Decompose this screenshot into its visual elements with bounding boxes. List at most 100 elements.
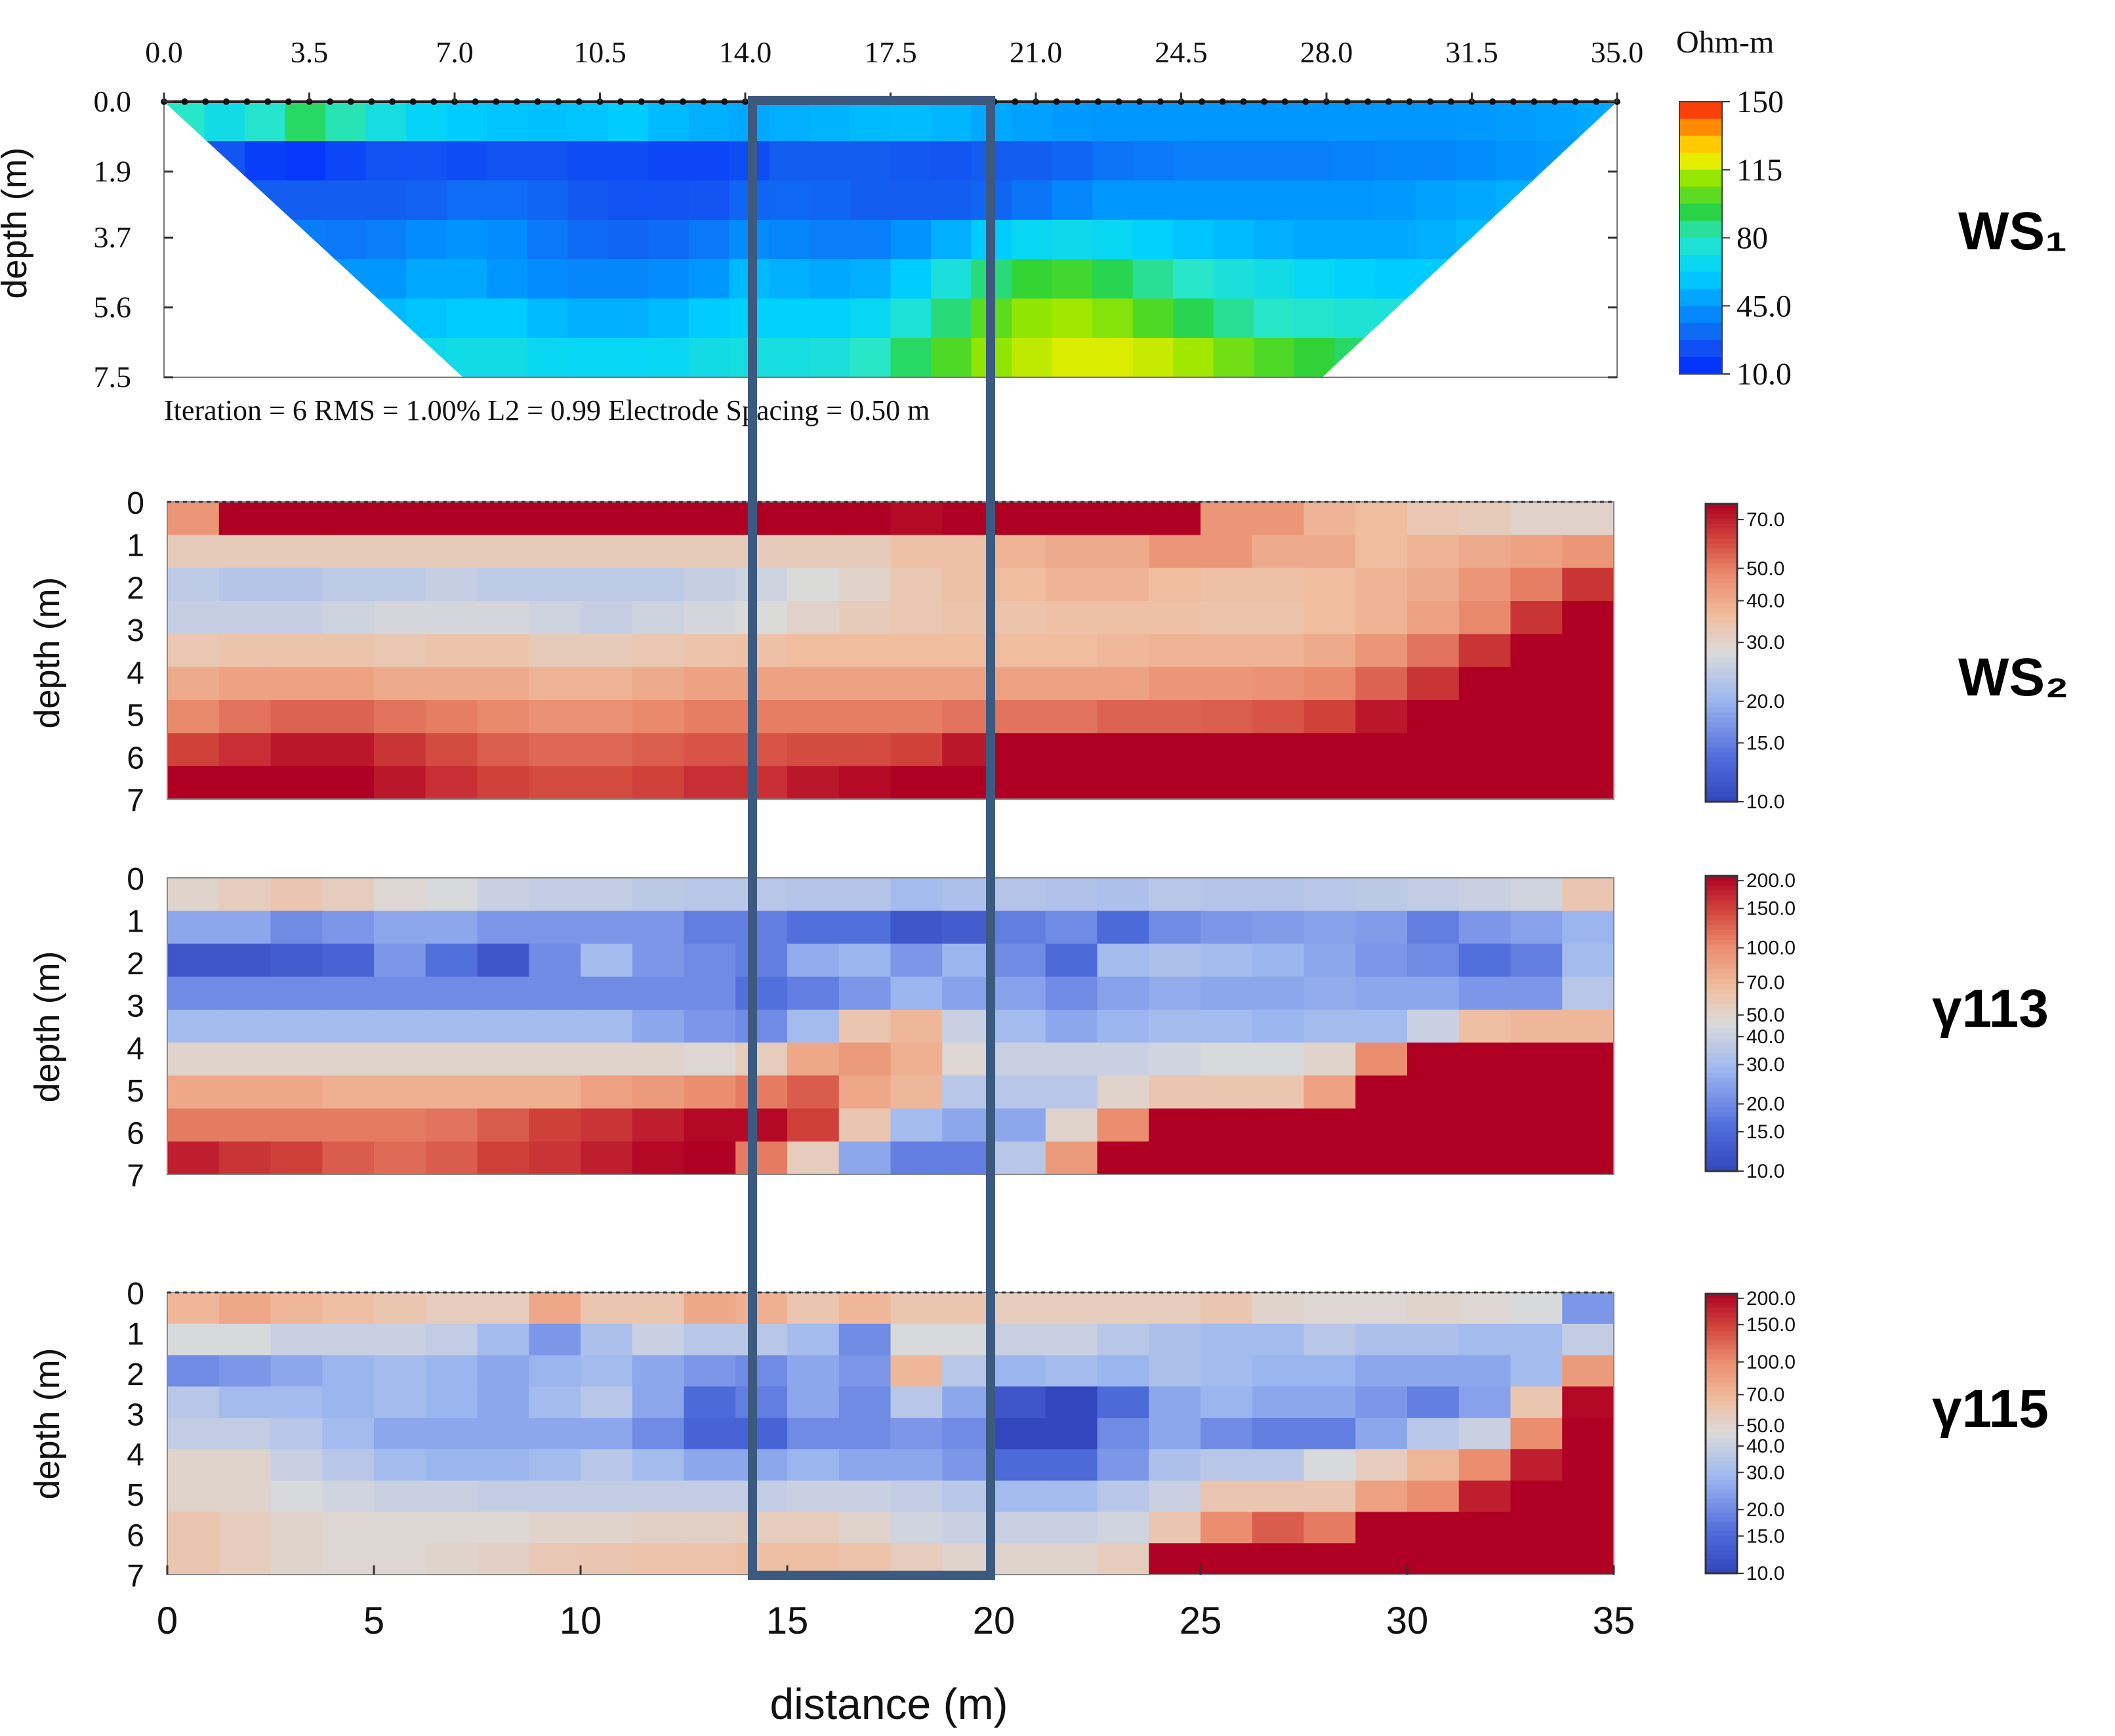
y115-cell bbox=[270, 1449, 323, 1481]
ws1-cell bbox=[487, 102, 528, 142]
ws1-cell bbox=[931, 102, 972, 142]
ws2-cell bbox=[1201, 601, 1253, 635]
ws2-cell bbox=[684, 667, 737, 701]
y115-cell bbox=[581, 1543, 633, 1575]
y115-cell bbox=[477, 1543, 530, 1575]
y115-cell bbox=[1252, 1355, 1305, 1388]
y113-cell bbox=[684, 1043, 737, 1077]
electrode-dot bbox=[1261, 98, 1268, 105]
y113-colorbar-tick-label: 100.0 bbox=[1746, 938, 1796, 959]
y115-colorbar-band bbox=[1706, 1550, 1737, 1556]
ws2-cell bbox=[1510, 634, 1563, 668]
ws1-cell bbox=[245, 141, 286, 181]
y113-cell bbox=[684, 1108, 737, 1142]
ws1-cell bbox=[1213, 338, 1255, 377]
ws1-cell bbox=[446, 102, 488, 142]
y113-cell bbox=[787, 1009, 840, 1044]
y113-cell bbox=[270, 976, 323, 1010]
y115-colorbar-band bbox=[1706, 1294, 1737, 1300]
ws2-cell bbox=[1097, 634, 1150, 668]
electrode-dot bbox=[1115, 98, 1122, 105]
ws1-cell bbox=[1012, 259, 1053, 299]
ws2-cell bbox=[684, 634, 737, 668]
ws1-cell bbox=[487, 299, 528, 339]
y113-cell bbox=[1458, 1043, 1511, 1077]
ws2-ylabel: depth (m) bbox=[28, 577, 67, 728]
y115-cell bbox=[218, 1543, 272, 1575]
ws2-cell bbox=[684, 733, 737, 767]
y113-cell bbox=[1149, 976, 1201, 1010]
ws2-cell bbox=[684, 766, 737, 800]
y115-colorbar-tick-label: 70.0 bbox=[1746, 1384, 1784, 1406]
y113-cell bbox=[374, 943, 426, 978]
ws2-cell bbox=[581, 634, 633, 668]
ws2-cell bbox=[581, 601, 633, 635]
y115-cell bbox=[218, 1418, 272, 1450]
ws2-cell bbox=[374, 733, 426, 767]
ws2-colorbar-band bbox=[1706, 697, 1737, 703]
y115-cell bbox=[942, 1386, 995, 1419]
y113-cell bbox=[1510, 976, 1563, 1010]
ws1-cell bbox=[1012, 102, 1053, 142]
electrode-dot bbox=[638, 98, 645, 105]
y115-cell bbox=[1201, 1292, 1253, 1325]
y115-colorbar-band bbox=[1706, 1494, 1737, 1500]
y115-cell bbox=[1149, 1480, 1201, 1513]
y113-cell bbox=[374, 1108, 426, 1142]
y115-cell bbox=[684, 1355, 737, 1388]
y113-cell bbox=[167, 943, 220, 978]
ws2-colorbar-band bbox=[1706, 677, 1737, 684]
ws1-depth-tick-label: 7.5 bbox=[94, 360, 132, 394]
y113-cell bbox=[1458, 1141, 1511, 1175]
y113-cell bbox=[1355, 878, 1408, 912]
y115-colorbar-tick-label: 40.0 bbox=[1746, 1436, 1784, 1457]
ws2-colorbar-band bbox=[1706, 583, 1737, 589]
y113-cell bbox=[322, 943, 375, 978]
ws2-cell bbox=[322, 502, 375, 536]
ws2-cell bbox=[1510, 733, 1563, 767]
y115-colorbar-band bbox=[1706, 1368, 1737, 1374]
ws2-cell bbox=[581, 667, 633, 701]
y115-colorbar-band bbox=[1706, 1475, 1737, 1481]
y115-cell bbox=[1252, 1449, 1305, 1481]
ws2-cell bbox=[322, 700, 375, 734]
y113-cell bbox=[1562, 878, 1614, 912]
ws2-cell bbox=[1045, 634, 1098, 668]
ws1-cell bbox=[688, 220, 730, 260]
ws2-cell bbox=[1407, 502, 1460, 536]
y113-colorbar-tick-label: 70.0 bbox=[1746, 972, 1784, 993]
ws2-cell bbox=[581, 766, 633, 800]
ws1-cell bbox=[527, 299, 569, 339]
ws2-cell bbox=[942, 766, 995, 800]
y113-colorbar-band bbox=[1706, 959, 1737, 965]
y115-cell bbox=[1149, 1449, 1201, 1481]
ws2-cell bbox=[1355, 601, 1408, 635]
ws2-cell bbox=[890, 568, 943, 602]
y115-cell bbox=[890, 1355, 943, 1388]
y115-cell bbox=[1562, 1292, 1614, 1325]
ws1-colorbar-tick-label: 150 bbox=[1736, 85, 1784, 119]
ws1-cell bbox=[850, 259, 892, 299]
ws1-cell bbox=[365, 299, 407, 339]
y115-colorbar-band bbox=[1706, 1536, 1737, 1542]
ws1-cell bbox=[204, 180, 246, 220]
y115-colorbar-band bbox=[1706, 1527, 1737, 1533]
ws1-cell bbox=[1455, 141, 1497, 181]
y113-colorbar-band bbox=[1706, 974, 1737, 980]
y113-cell bbox=[581, 976, 633, 1010]
ws2-cell bbox=[529, 535, 581, 569]
y115-cell bbox=[1097, 1480, 1150, 1513]
ws1-cell bbox=[1415, 180, 1456, 220]
ws2-cell bbox=[581, 535, 633, 569]
y113-cell bbox=[167, 1141, 220, 1175]
y113-cell bbox=[1304, 976, 1357, 1010]
ws2-colorbar-band bbox=[1706, 598, 1737, 604]
ws1-cell bbox=[1374, 338, 1416, 377]
y115-cell bbox=[270, 1480, 323, 1513]
ws1-cell bbox=[365, 180, 407, 220]
y115-cell bbox=[1355, 1480, 1408, 1513]
ws2-cell bbox=[167, 733, 220, 767]
ws1-colorbar-band bbox=[1679, 238, 1722, 256]
ws2-cell bbox=[270, 568, 323, 602]
ws2-cell bbox=[1149, 700, 1201, 734]
